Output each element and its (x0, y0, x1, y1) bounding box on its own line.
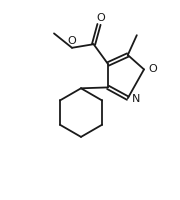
Text: N: N (132, 94, 140, 104)
Text: O: O (148, 64, 157, 74)
Text: O: O (68, 36, 76, 46)
Text: O: O (96, 13, 105, 23)
